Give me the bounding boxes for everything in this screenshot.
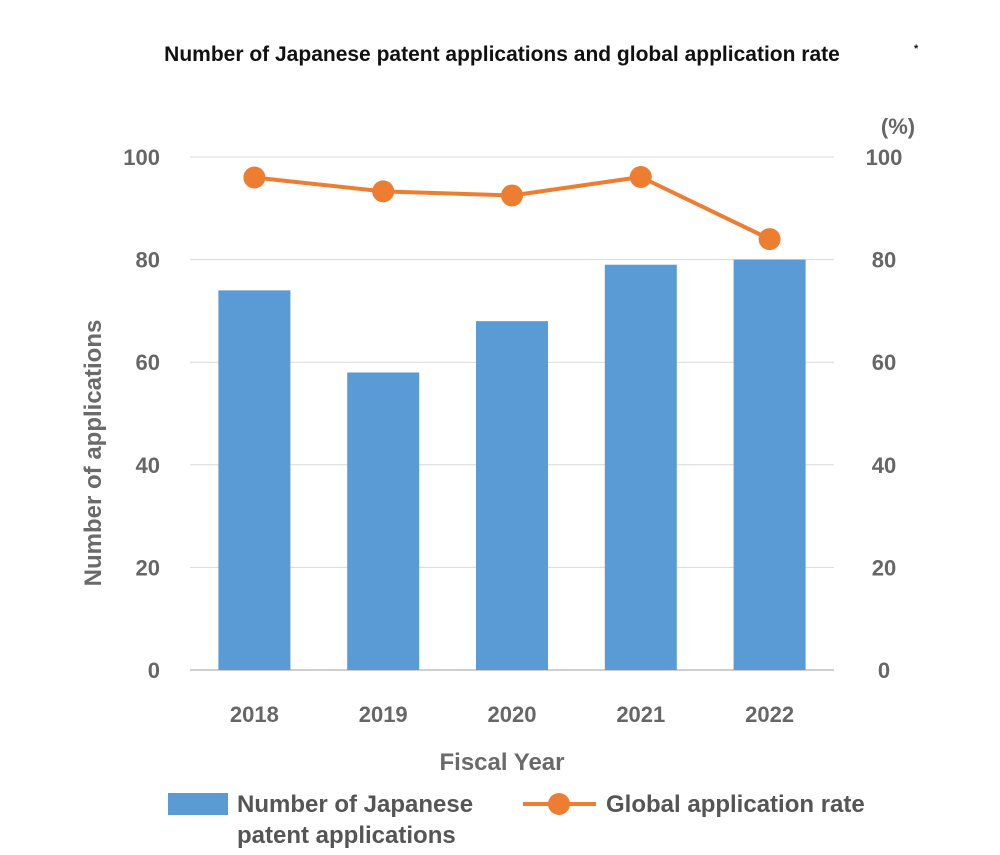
legend-label-line: Global application rate <box>606 791 865 818</box>
bar-2019 <box>347 372 420 670</box>
legend-swatch-marker <box>548 793 570 815</box>
y-axis-right: 0 20 40 60 80 100 <box>866 145 903 683</box>
x-axis: 2018 2019 2020 2021 2022 <box>230 702 794 727</box>
x-tick-label: 2022 <box>745 702 794 727</box>
right-axis-unit: (%) <box>881 114 915 139</box>
bar-2020 <box>476 321 548 670</box>
x-tick-label: 2019 <box>359 702 408 727</box>
y-tick-label: 60 <box>136 350 160 375</box>
y2-tick-label: 0 <box>878 658 890 683</box>
rate-point-2019 <box>372 180 395 203</box>
rate-point-2020 <box>501 184 523 207</box>
y-axis-left: 0 20 40 60 80 100 <box>123 145 160 683</box>
bar-2021 <box>604 264 677 670</box>
bar-2022 <box>733 259 806 670</box>
bar-2018 <box>218 290 291 670</box>
y2-tick-label: 80 <box>872 248 896 273</box>
legend-swatch-bar <box>168 793 228 815</box>
rate-point-2018 <box>243 166 266 189</box>
bar-series <box>218 259 806 670</box>
y2-tick-label: 100 <box>866 145 903 170</box>
y2-tick-label: 60 <box>872 350 896 375</box>
chart-title: Number of Japanese patent applications a… <box>164 43 840 66</box>
y-tick-label: 0 <box>148 658 160 683</box>
y2-tick-label: 40 <box>872 453 896 478</box>
x-axis-title: Fiscal Year <box>440 749 565 776</box>
title-footnote-mark: * <box>914 43 919 55</box>
y-axis-title: Number of applications <box>80 320 107 587</box>
x-tick-label: 2020 <box>488 702 537 727</box>
rate-point-2021 <box>629 166 652 189</box>
y-tick-label: 100 <box>123 145 160 170</box>
rate-point-2022 <box>758 228 781 251</box>
legend-label-bar-line1: Number of Japanese <box>237 791 473 818</box>
y-tick-label: 80 <box>136 248 160 273</box>
legend-label-bar-line2: patent applications <box>237 822 456 849</box>
y-tick-label: 40 <box>136 453 160 478</box>
x-tick-label: 2018 <box>230 702 279 727</box>
x-tick-label: 2021 <box>616 702 665 727</box>
legend: Number of Japanese patent applications G… <box>168 791 865 849</box>
y2-tick-label: 20 <box>872 555 896 580</box>
line-series <box>243 166 781 251</box>
y-tick-label: 20 <box>136 555 160 580</box>
